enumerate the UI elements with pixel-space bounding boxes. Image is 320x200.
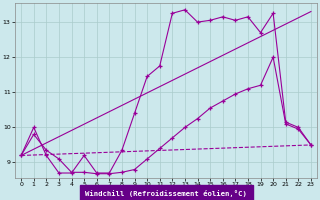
- X-axis label: Windchill (Refroidissement éolien,°C): Windchill (Refroidissement éolien,°C): [85, 190, 247, 197]
